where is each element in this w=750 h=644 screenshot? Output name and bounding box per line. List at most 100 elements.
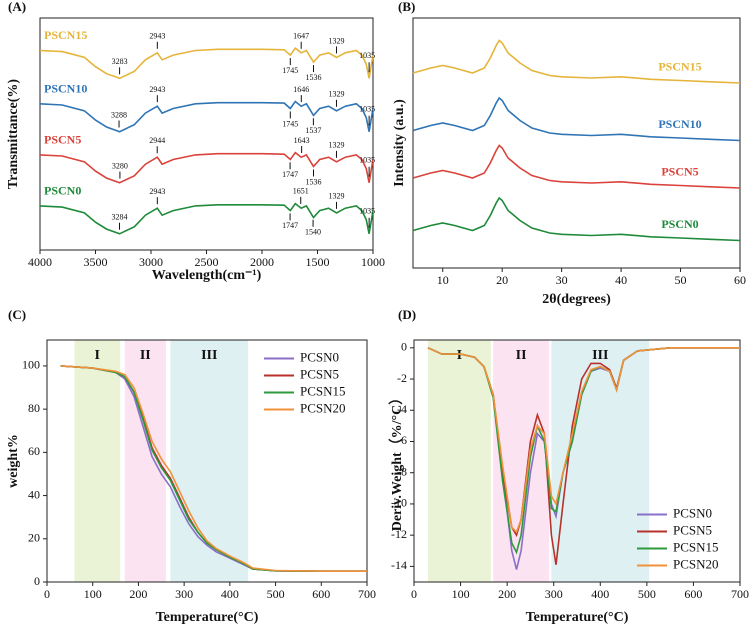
peak-label: 1329 — [328, 141, 344, 150]
legend-label: PCSN15 — [300, 383, 346, 398]
region — [170, 340, 249, 582]
series-label: PSCN15 — [658, 60, 701, 74]
x-axis-label: 2θ(degrees) — [542, 292, 611, 307]
series-label: PSCN0 — [44, 184, 81, 198]
peak-label: 2944 — [149, 136, 165, 145]
y-tick-label: 20 — [28, 531, 40, 545]
y-tick-label: 100 — [22, 358, 40, 372]
peak-label: 3284 — [111, 213, 127, 222]
series-line — [412, 144, 741, 189]
x-tick-label: 20 — [496, 273, 508, 287]
y-tick-label: -10 — [391, 496, 407, 510]
plot-frame — [39, 17, 374, 251]
x-tick-label: 400 — [591, 587, 609, 601]
x-tick-label: 500 — [638, 587, 656, 601]
x-tick-label: 300 — [545, 587, 563, 601]
series-label: PSCN15 — [44, 28, 87, 42]
series-line — [412, 39, 741, 84]
panel-label: (A) — [8, 0, 26, 14]
x-tick-label: 700 — [358, 587, 376, 601]
y-tick-label: 40 — [28, 487, 40, 501]
peak-label: 2943 — [149, 32, 165, 41]
x-tick-label: 600 — [312, 587, 330, 601]
region-label: II — [516, 348, 527, 363]
peak-label: 1536 — [306, 73, 322, 82]
x-tick-label: 10 — [437, 273, 449, 287]
peak-label: 1329 — [328, 90, 344, 99]
x-tick-label: 700 — [731, 587, 749, 601]
series-line — [39, 151, 374, 184]
peak-label: 1035 — [359, 207, 375, 216]
peak-label: 3280 — [112, 161, 128, 170]
y-tick-label: 80 — [28, 401, 40, 415]
panel-label: (C) — [8, 307, 26, 322]
series-line — [39, 100, 374, 133]
x-tick-label: 200 — [498, 587, 516, 601]
peak-label: 1540 — [305, 228, 321, 237]
x-tick-label: 30 — [556, 273, 568, 287]
region-label: II — [140, 348, 151, 363]
x-tick-label: 600 — [684, 587, 702, 601]
region-label: III — [592, 348, 608, 363]
peak-label: 1747 — [282, 170, 298, 179]
x-tick-label: 0 — [44, 587, 50, 601]
y-tick-label: -6 — [397, 433, 407, 447]
y-tick-label: -8 — [397, 464, 407, 478]
x-axis-label: Wavelength(cm⁻¹) — [152, 268, 262, 283]
y-tick-label: -4 — [397, 402, 407, 416]
y-tick-label: -14 — [391, 558, 407, 572]
series-line — [412, 196, 741, 242]
legend-label: PCSN20 — [673, 556, 719, 571]
legend-label: PCSN0 — [673, 505, 712, 520]
region-label: III — [201, 348, 217, 363]
plot-frame — [46, 339, 368, 583]
y-tick-label: -2 — [397, 371, 407, 385]
series-label: PSCN10 — [658, 117, 701, 131]
peak-label: 2943 — [149, 187, 165, 196]
peak-label: 1647 — [293, 32, 309, 41]
x-tick-label: 60 — [734, 273, 746, 287]
peak-label: 1747 — [282, 221, 298, 230]
x-tick-label: 100 — [452, 587, 470, 601]
x-tick-label: 50 — [675, 273, 687, 287]
legend-label: PCSN15 — [673, 539, 719, 554]
peak-label: 1537 — [305, 126, 321, 135]
peak-label: 1643 — [294, 136, 310, 145]
peak-label: 1646 — [293, 85, 309, 94]
legend-label: PCSN20 — [300, 400, 346, 415]
peak-label: 3288 — [111, 110, 127, 119]
x-tick-label: 100 — [84, 587, 102, 601]
y-axis-label: Transmittance(%) — [6, 79, 21, 189]
peak-label: 1536 — [306, 177, 322, 186]
peak-label: 2943 — [149, 85, 165, 94]
y-tick-label: -12 — [391, 527, 407, 541]
y-tick-label: 60 — [28, 444, 40, 458]
series-label: PSCN5 — [44, 133, 81, 147]
series-label: PSCN10 — [44, 82, 87, 96]
series-label: PSCN5 — [661, 165, 698, 179]
y-axis-label: Intensity (a.u.) — [392, 99, 407, 187]
plot-frame — [412, 17, 741, 269]
peak-label: 1745 — [282, 119, 298, 128]
x-axis-label: Temperature(°C) — [526, 610, 629, 625]
legend-label: PCSN5 — [673, 522, 712, 537]
series-line — [39, 47, 374, 80]
peak-label: 3283 — [112, 57, 128, 66]
x-tick-label: 3000 — [139, 255, 163, 269]
y-tick-label: 0 — [401, 340, 407, 354]
series-label: PSCN0 — [661, 217, 698, 231]
x-tick-label: 1000 — [361, 255, 385, 269]
legend-label: PCSN5 — [300, 366, 339, 381]
panel-label: (B) — [398, 0, 415, 14]
panel-label: (D) — [398, 307, 416, 322]
y-axis-label: Deriv.Weight（%/°C） — [389, 391, 405, 532]
x-tick-label: 4000 — [28, 255, 52, 269]
x-tick-label: 2000 — [250, 255, 274, 269]
x-tick-label: 200 — [129, 587, 147, 601]
y-axis-label: weight% — [6, 434, 21, 488]
x-tick-label: 500 — [267, 587, 285, 601]
peak-label: 1329 — [328, 36, 344, 45]
plot-frame — [413, 339, 741, 583]
peak-label: 1035 — [359, 51, 375, 60]
x-tick-label: 3500 — [84, 255, 108, 269]
